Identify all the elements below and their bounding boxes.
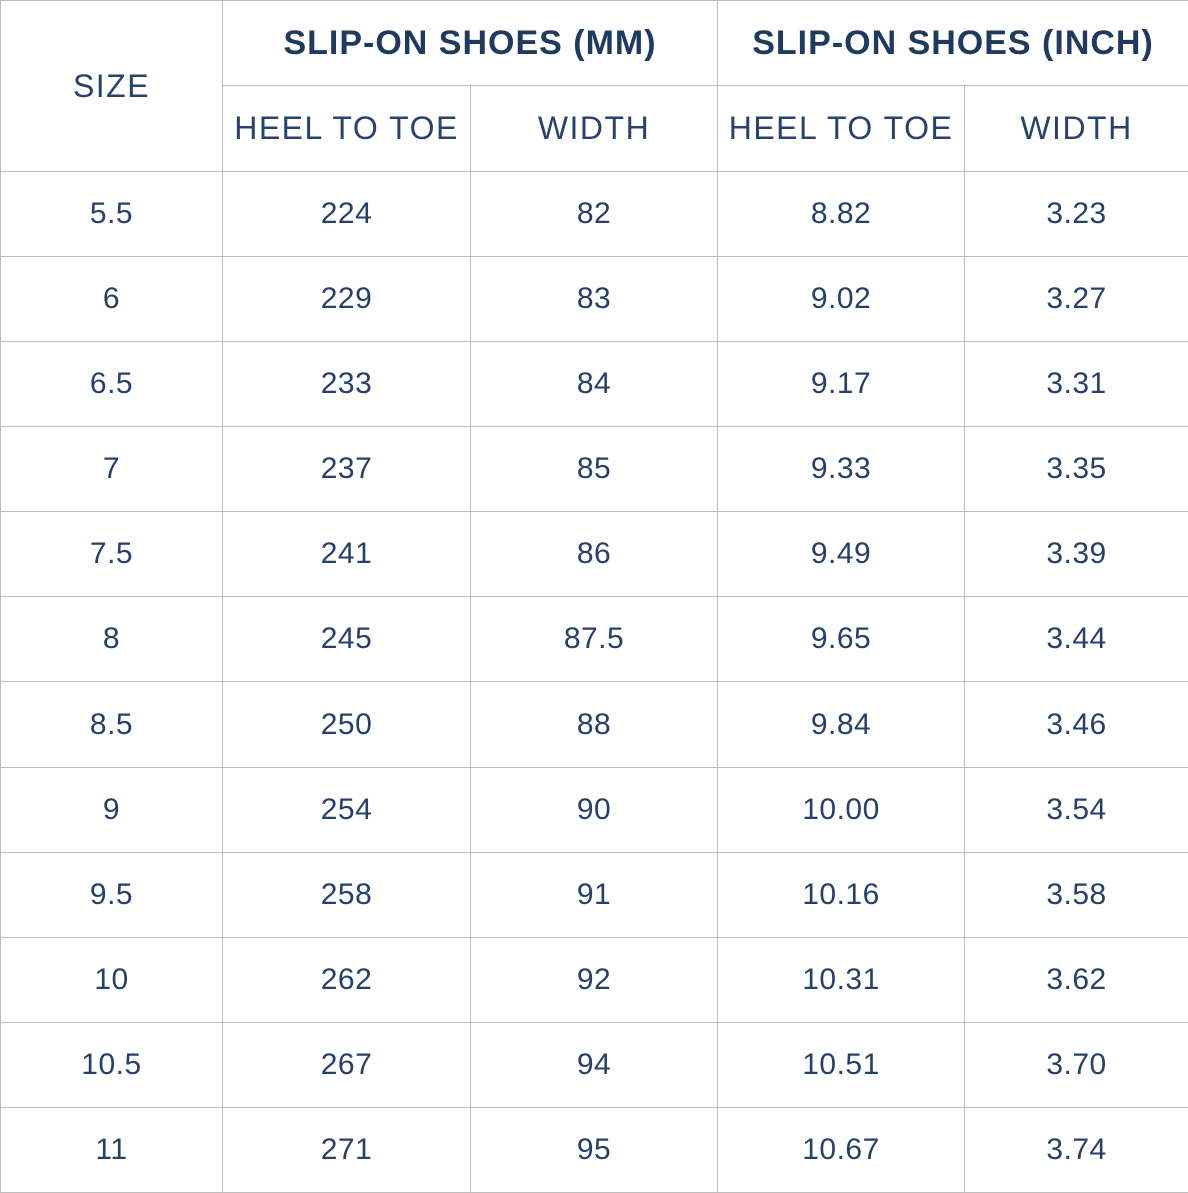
inch-width-cell: 3.35	[964, 426, 1188, 513]
table-row: 5.5 224 82 8.82 3.23	[0, 170, 1188, 258]
inch-heel-to-toe-cell: 9.02	[717, 256, 966, 343]
size-cell: 10	[0, 936, 223, 1023]
subheader-mm-heel-to-toe: HEEL TO TOE	[222, 85, 471, 172]
inch-width-cell: 3.74	[964, 1106, 1188, 1193]
subheader-inch-heel-to-toe: HEEL TO TOE	[717, 85, 966, 172]
size-cell: 7.5	[0, 511, 223, 598]
inch-width-cell: 3.44	[964, 596, 1188, 683]
mm-width-cell: 84	[469, 341, 719, 428]
inch-width-cell: 3.46	[964, 681, 1188, 768]
mm-heel-to-toe-cell: 237	[222, 426, 471, 513]
size-cell: 8	[0, 596, 223, 683]
size-column-header: SIZE	[0, 0, 223, 172]
inch-width-cell: 3.62	[964, 936, 1188, 1023]
inch-width-cell: 3.58	[964, 851, 1188, 938]
inch-heel-to-toe-cell: 10.51	[717, 1021, 966, 1108]
mm-width-cell: 92	[469, 936, 719, 1023]
table-row: 7.5 241 86 9.49 3.39	[0, 511, 1188, 598]
subheader-inch-width: WIDTH	[964, 85, 1188, 172]
size-cell: 8.5	[0, 681, 223, 768]
mm-heel-to-toe-cell: 250	[222, 681, 471, 768]
inch-heel-to-toe-cell: 9.84	[717, 681, 966, 768]
mm-heel-to-toe-cell: 254	[222, 766, 471, 853]
table-row: 7 237 85 9.33 3.35	[0, 426, 1188, 513]
inch-heel-to-toe-cell: 10.16	[717, 851, 966, 938]
table-row: 9.5 258 91 10.16 3.58	[0, 851, 1188, 938]
table-row: 11 271 95 10.67 3.74	[0, 1106, 1188, 1193]
size-cell: 6	[0, 256, 223, 343]
mm-heel-to-toe-cell: 229	[222, 256, 471, 343]
size-cell: 10.5	[0, 1021, 223, 1108]
mm-width-cell: 87.5	[469, 596, 719, 683]
table-body: 5.5 224 82 8.82 3.23 6 229 83 9.02 3.27 6.5 233 84 9.…	[0, 170, 1188, 1193]
inch-width-cell: 3.27	[964, 256, 1188, 343]
mm-heel-to-toe-cell: 267	[222, 1021, 471, 1108]
mm-width-cell: 83	[469, 256, 719, 343]
inch-heel-to-toe-cell: 10.67	[717, 1106, 966, 1193]
mm-width-cell: 82	[469, 170, 719, 258]
inch-heel-to-toe-cell: 9.17	[717, 341, 966, 428]
group-header-row: SIZE SLIP-ON SHOES (MM) SLIP-ON SHOES (I…	[0, 0, 1188, 172]
mm-heel-to-toe-cell: 224	[222, 170, 471, 258]
mm-width-cell: 85	[469, 426, 719, 513]
inch-width-cell: 3.23	[964, 170, 1188, 258]
inch-heel-to-toe-cell: 8.82	[717, 170, 966, 258]
inch-heel-to-toe-cell: 10.00	[717, 766, 966, 853]
group-header-mm: SLIP-ON SHOES (MM)	[221, 0, 719, 86]
inch-width-cell: 3.70	[964, 1021, 1188, 1108]
size-cell: 9.5	[0, 851, 223, 938]
mm-width-cell: 86	[469, 511, 719, 598]
size-cell: 9	[0, 766, 223, 853]
table-row: 6 229 83 9.02 3.27	[0, 256, 1188, 343]
size-cell: 7	[0, 426, 223, 513]
inch-width-cell: 3.54	[964, 766, 1188, 853]
table-row: 10.5 267 94 10.51 3.70	[0, 1021, 1188, 1108]
inch-heel-to-toe-cell: 10.31	[717, 936, 966, 1023]
mm-width-cell: 91	[469, 851, 719, 938]
table-row: 8.5 250 88 9.84 3.46	[0, 681, 1188, 768]
mm-width-cell: 88	[469, 681, 719, 768]
inch-width-cell: 3.31	[964, 341, 1188, 428]
mm-heel-to-toe-cell: 241	[222, 511, 471, 598]
mm-width-cell: 90	[469, 766, 719, 853]
table-row: 6.5 233 84 9.17 3.31	[0, 341, 1188, 428]
inch-heel-to-toe-cell: 9.49	[717, 511, 966, 598]
mm-heel-to-toe-cell: 262	[222, 936, 471, 1023]
table-row: 10 262 92 10.31 3.62	[0, 936, 1188, 1023]
mm-width-cell: 94	[469, 1021, 719, 1108]
mm-heel-to-toe-cell: 258	[222, 851, 471, 938]
size-cell: 5.5	[0, 170, 223, 258]
size-cell: 6.5	[0, 341, 223, 428]
mm-heel-to-toe-cell: 271	[222, 1106, 471, 1193]
inch-heel-to-toe-cell: 9.33	[717, 426, 966, 513]
size-cell: 11	[0, 1106, 223, 1193]
mm-heel-to-toe-cell: 245	[222, 596, 471, 683]
mm-width-cell: 95	[469, 1106, 719, 1193]
subheader-mm-width: WIDTH	[469, 85, 719, 172]
inch-heel-to-toe-cell: 9.65	[717, 596, 966, 683]
group-header-inch: SLIP-ON SHOES (INCH)	[717, 0, 1188, 86]
table-row: 8 245 87.5 9.65 3.44	[0, 596, 1188, 683]
mm-heel-to-toe-cell: 233	[222, 341, 471, 428]
table-row: 9 254 90 10.00 3.54	[0, 766, 1188, 853]
sub-header-row: HEEL TO TOE WIDTH HEEL TO TOE WIDTH	[1, 85, 1188, 172]
inch-width-cell: 3.39	[964, 511, 1188, 598]
